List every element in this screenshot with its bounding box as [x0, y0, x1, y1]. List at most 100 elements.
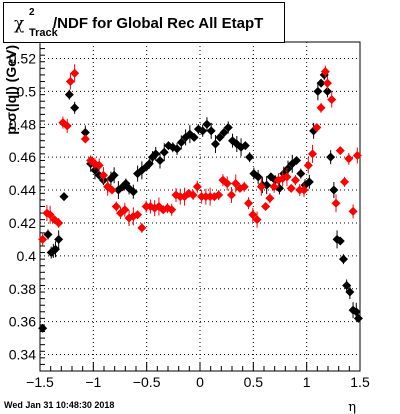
- red-data-point: [322, 78, 332, 88]
- black-data-point: [176, 137, 186, 147]
- red-data-point: [320, 67, 330, 77]
- red-data-point: [65, 76, 75, 86]
- red-data-point: [352, 151, 362, 161]
- black-data-point: [345, 287, 355, 297]
- black-data-point: [292, 155, 302, 165]
- y-tick-label: 0.4: [17, 248, 37, 264]
- y-tick-label: 0.34: [9, 347, 36, 363]
- timestamp: Wed Jan 31 10:48:30 2018: [4, 400, 115, 410]
- black-data-point: [109, 170, 119, 180]
- red-data-point: [312, 123, 322, 133]
- black-data-point: [38, 323, 48, 333]
- red-data-point: [62, 121, 72, 131]
- red-data-point: [120, 205, 130, 215]
- black-data-point: [202, 119, 212, 129]
- black-data-point: [151, 149, 161, 159]
- red-data-point: [98, 170, 108, 180]
- red-data-point: [111, 202, 121, 211]
- red-data-point: [45, 210, 55, 220]
- black-data-point: [326, 152, 336, 162]
- x-tick-label: 0: [196, 374, 204, 390]
- red-data-point: [299, 185, 309, 195]
- y-axis-label: p·σ(|q|) (GeV): [3, 45, 19, 135]
- y-tick-label: 0.36: [9, 314, 36, 330]
- black-data-point: [54, 234, 64, 244]
- black-data-point: [304, 177, 314, 187]
- title-subscript: Track: [29, 27, 58, 39]
- y-tick-label: 0.5: [17, 83, 37, 99]
- red-data-point: [244, 198, 254, 208]
- red-data-point: [340, 177, 350, 187]
- black-data-point: [155, 155, 165, 165]
- red-data-point: [308, 149, 318, 159]
- black-data-point: [338, 254, 348, 264]
- black-data-point: [144, 159, 154, 169]
- x-tick-label: 0.5: [244, 374, 264, 390]
- red-data-point: [290, 175, 300, 185]
- red-data-point: [80, 134, 90, 144]
- y-tick-label: 0.46: [9, 149, 36, 165]
- red-data-point: [303, 160, 313, 170]
- chart-title: χ 2 Track /NDF for Global Rec All EtapT: [3, 2, 285, 43]
- red-data-point: [327, 95, 337, 105]
- black-data-point: [198, 126, 208, 136]
- red-data-point: [231, 178, 241, 188]
- red-data-point: [335, 146, 345, 156]
- title-chi-symbol: χ: [14, 14, 25, 34]
- black-data-point: [70, 103, 80, 113]
- x-tick-label: 1: [303, 374, 311, 390]
- red-data-point: [222, 178, 232, 188]
- red-data-point: [137, 223, 147, 233]
- black-data-point: [296, 169, 306, 179]
- x-tick-label: −1.5: [26, 374, 54, 390]
- black-data-point: [245, 152, 255, 162]
- red-data-point: [316, 103, 326, 113]
- x-tick-label: −0.5: [133, 374, 161, 390]
- red-data-point: [348, 206, 358, 216]
- red-data-point: [261, 202, 271, 211]
- title-superscript: 2: [29, 7, 35, 18]
- black-data-point: [159, 147, 169, 157]
- black-data-point: [316, 78, 326, 88]
- red-data-point: [252, 215, 262, 225]
- black-data-point: [223, 123, 233, 133]
- black-data-point: [189, 132, 199, 142]
- red-data-point: [188, 190, 198, 200]
- red-data-point: [282, 172, 292, 182]
- black-data-point: [210, 139, 220, 149]
- red-data-point: [331, 198, 341, 208]
- red-data-point: [214, 190, 224, 200]
- black-data-point: [43, 229, 53, 239]
- black-data-point: [59, 192, 69, 202]
- red-data-point: [256, 182, 266, 192]
- x-tick-label: −1: [85, 374, 101, 390]
- black-data-point: [172, 144, 182, 154]
- y-tick-label: 0.38: [9, 281, 36, 297]
- black-data-point: [253, 172, 263, 182]
- black-data-point: [283, 164, 293, 174]
- x-axis-label: η: [348, 400, 356, 414]
- red-data-point: [54, 218, 64, 228]
- title-text: /NDF for Global Rec All EtapT: [53, 15, 264, 32]
- red-data-point: [344, 154, 354, 164]
- black-data-point: [80, 127, 90, 137]
- red-data-point: [239, 182, 249, 192]
- red-data-point: [167, 205, 177, 215]
- red-data-point: [38, 234, 48, 244]
- black-data-point: [90, 165, 100, 175]
- black-data-point: [206, 126, 216, 136]
- red-data-point: [192, 182, 202, 192]
- red-data-point: [107, 185, 117, 195]
- black-data-point: [342, 280, 352, 290]
- y-tick-label: 0.52: [9, 50, 36, 66]
- red-data-point: [94, 160, 104, 170]
- red-data-point: [226, 190, 236, 200]
- black-data-point: [219, 127, 229, 137]
- y-tick-label: 0.44: [9, 182, 36, 198]
- y-tick-label: 0.42: [9, 215, 36, 231]
- black-data-point: [322, 86, 332, 96]
- black-data-point: [335, 236, 345, 246]
- black-data-point: [128, 187, 138, 197]
- y-tick-label: 0.48: [9, 116, 36, 132]
